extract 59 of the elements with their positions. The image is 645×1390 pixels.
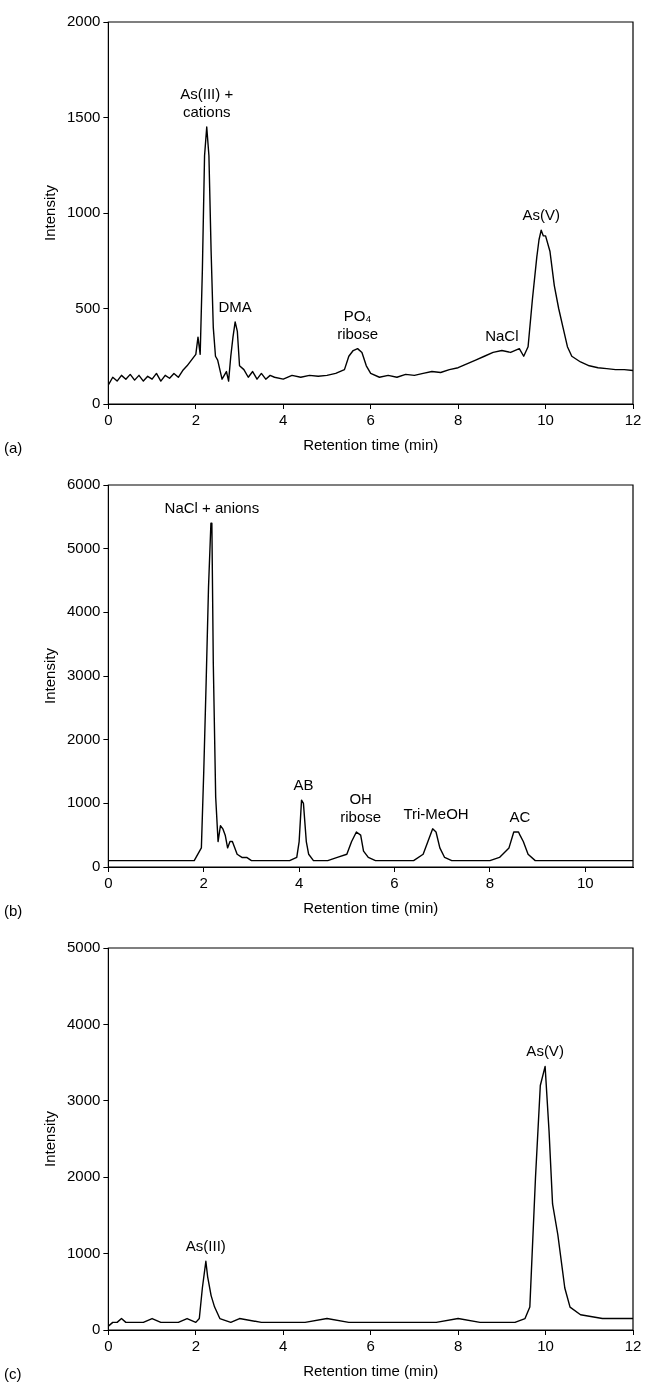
y-tick-label: 6000: [66, 475, 101, 493]
x-tick-label: 4: [294, 874, 304, 892]
x-tick-label: 2: [199, 874, 208, 892]
y-tick-label: 3000: [66, 666, 101, 684]
x-axis-title: Retention time (min): [303, 436, 439, 454]
y-tick-label: 2000: [66, 12, 101, 30]
annotation: As(III): [185, 1237, 226, 1255]
x-tick-label: 6: [366, 411, 375, 429]
y-tick-label: 1500: [66, 107, 101, 125]
x-tick-label: 6: [390, 874, 399, 892]
x-tick-label: 4: [279, 411, 288, 429]
text: (b): [4, 902, 23, 920]
y-axis-title: Intensity: [41, 1110, 59, 1167]
x-tick-label: 6: [366, 1337, 375, 1355]
x-tick-label: 0: [104, 411, 113, 429]
x-tick-label: 2: [191, 411, 200, 429]
annotation: DMA: [218, 297, 252, 315]
annotation: As(III) + cations: [180, 85, 234, 121]
x-tick-label: 12: [624, 1337, 642, 1355]
y-tick-label: 2000: [66, 1167, 101, 1185]
y-tick-label: 4000: [66, 602, 101, 620]
y-tick-label: 2000: [66, 729, 101, 747]
x-tick-label: 0: [104, 874, 113, 892]
text: (a): [4, 439, 23, 457]
text: (c): [4, 1365, 22, 1383]
y-tick-label: 0: [92, 1320, 101, 1338]
x-tick-label: 12: [624, 411, 642, 429]
y-tick-label: 0: [92, 394, 101, 412]
x-tick-label: 2: [191, 1337, 200, 1355]
annotation: AC: [509, 807, 531, 825]
annotation: NaCl: [485, 326, 519, 344]
annotation: As(V): [522, 206, 560, 224]
x-axis-title: Retention time (min): [303, 899, 439, 917]
y-tick-label: 500: [75, 298, 101, 316]
x-tick-label: 10: [537, 1337, 554, 1355]
annotation: AB: [293, 776, 314, 794]
y-tick-label: 1000: [66, 793, 101, 811]
x-tick-label: 4: [279, 1337, 288, 1355]
y-tick-label: 1000: [66, 1243, 101, 1261]
annotation: NaCl + anions: [164, 499, 260, 517]
y-axis-title: Intensity: [41, 184, 59, 241]
y-tick-label: 3000: [66, 1090, 101, 1108]
x-tick-label: 10: [537, 411, 554, 429]
y-axis-title: Intensity: [41, 647, 59, 704]
annotation: As(V): [526, 1042, 564, 1060]
y-tick-label: 0: [92, 857, 101, 875]
x-axis-title: Retention time (min): [303, 1362, 439, 1380]
x-tick-label: 8: [453, 411, 463, 429]
y-tick-label: 5000: [66, 938, 101, 956]
x-tick-label: 10: [576, 874, 594, 892]
y-tick-label: 1000: [66, 203, 101, 221]
annotation: OH ribose: [340, 789, 382, 825]
annotation: Tri-MeOH: [403, 804, 469, 822]
y-tick-label: 5000: [66, 538, 101, 556]
x-tick-label: 0: [104, 1337, 113, 1355]
y-tick-label: 4000: [66, 1014, 101, 1032]
annotation: PO₄ ribose: [337, 306, 378, 342]
x-tick-label: 8: [453, 1337, 463, 1355]
x-tick-label: 8: [485, 874, 495, 892]
